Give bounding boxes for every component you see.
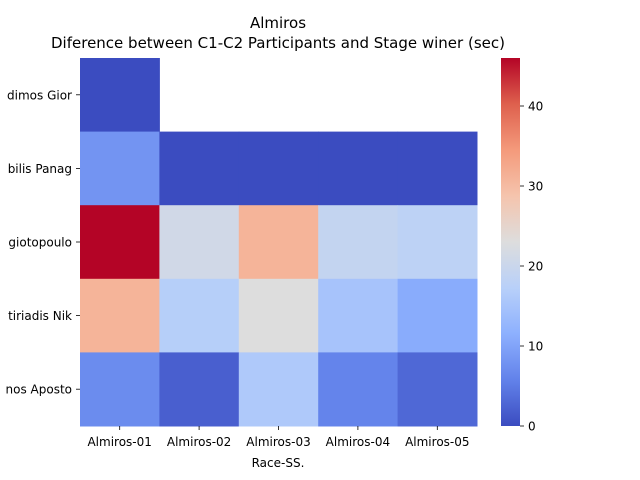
y-tick-label: bilis Panag	[8, 162, 72, 176]
colorbar: 0 10 20 30 40	[501, 58, 543, 434]
heatmap-cell	[80, 352, 160, 427]
heatmap-cells	[80, 58, 478, 427]
heatmap-cell	[397, 131, 478, 206]
y-tick-labels: dimos Gior bilis Panag giotopoulo tiriadis …	[6, 88, 80, 397]
heatmap-cell	[397, 205, 478, 280]
colorbar-tick-label: 40	[528, 100, 543, 114]
y-tick-label: tiriadis Nik	[8, 309, 72, 323]
heatmap-cell	[80, 205, 160, 280]
heatmap-cell	[238, 205, 319, 280]
heatmap-cell	[80, 131, 160, 206]
heatmap-cell	[238, 352, 319, 427]
heatmap-cell	[238, 278, 319, 353]
colorbar-tick-label: 20	[528, 260, 543, 274]
heatmap-cell	[318, 278, 399, 353]
x-tick-label: Almiros-02	[167, 435, 231, 449]
heatmap-cell	[159, 131, 240, 206]
y-tick-label: dimos Gior	[7, 88, 72, 102]
heatmap-cell	[80, 58, 160, 133]
heatmap-cell	[159, 205, 240, 280]
x-tick-labels: Almiros-01 Almiros-02 Almiros-03 Almiros-04…	[87, 426, 470, 449]
colorbar-tick-label: 0	[528, 420, 536, 434]
heatmap-cell	[318, 352, 399, 427]
colorbar-gradient	[501, 58, 520, 426]
heatmap-cell	[318, 205, 399, 280]
heatmap-cell	[80, 278, 160, 353]
colorbar-tick-label: 30	[528, 180, 543, 194]
x-tick-label: Almiros-01	[87, 435, 151, 449]
x-tick-label: Almiros-03	[246, 435, 310, 449]
heatmap-cell	[159, 352, 240, 427]
chart-subtitle: Diference between C1-C2 Participants and…	[51, 34, 505, 52]
y-tick-label: nos Aposto	[6, 383, 72, 397]
chart-title: Almiros	[250, 14, 306, 32]
y-tick-label: giotopoulo	[8, 236, 72, 250]
heatmap-cell	[397, 352, 478, 427]
heatmap-cell	[159, 278, 240, 353]
x-tick-label: Almiros-05	[405, 435, 469, 449]
colorbar-tick-label: 10	[528, 340, 543, 354]
x-tick-label: Almiros-04	[326, 435, 390, 449]
x-axis-label: Race-SS.	[252, 456, 305, 470]
heatmap-cell	[397, 278, 478, 353]
heatmap-cell	[318, 131, 399, 206]
heatmap-cell	[238, 131, 319, 206]
